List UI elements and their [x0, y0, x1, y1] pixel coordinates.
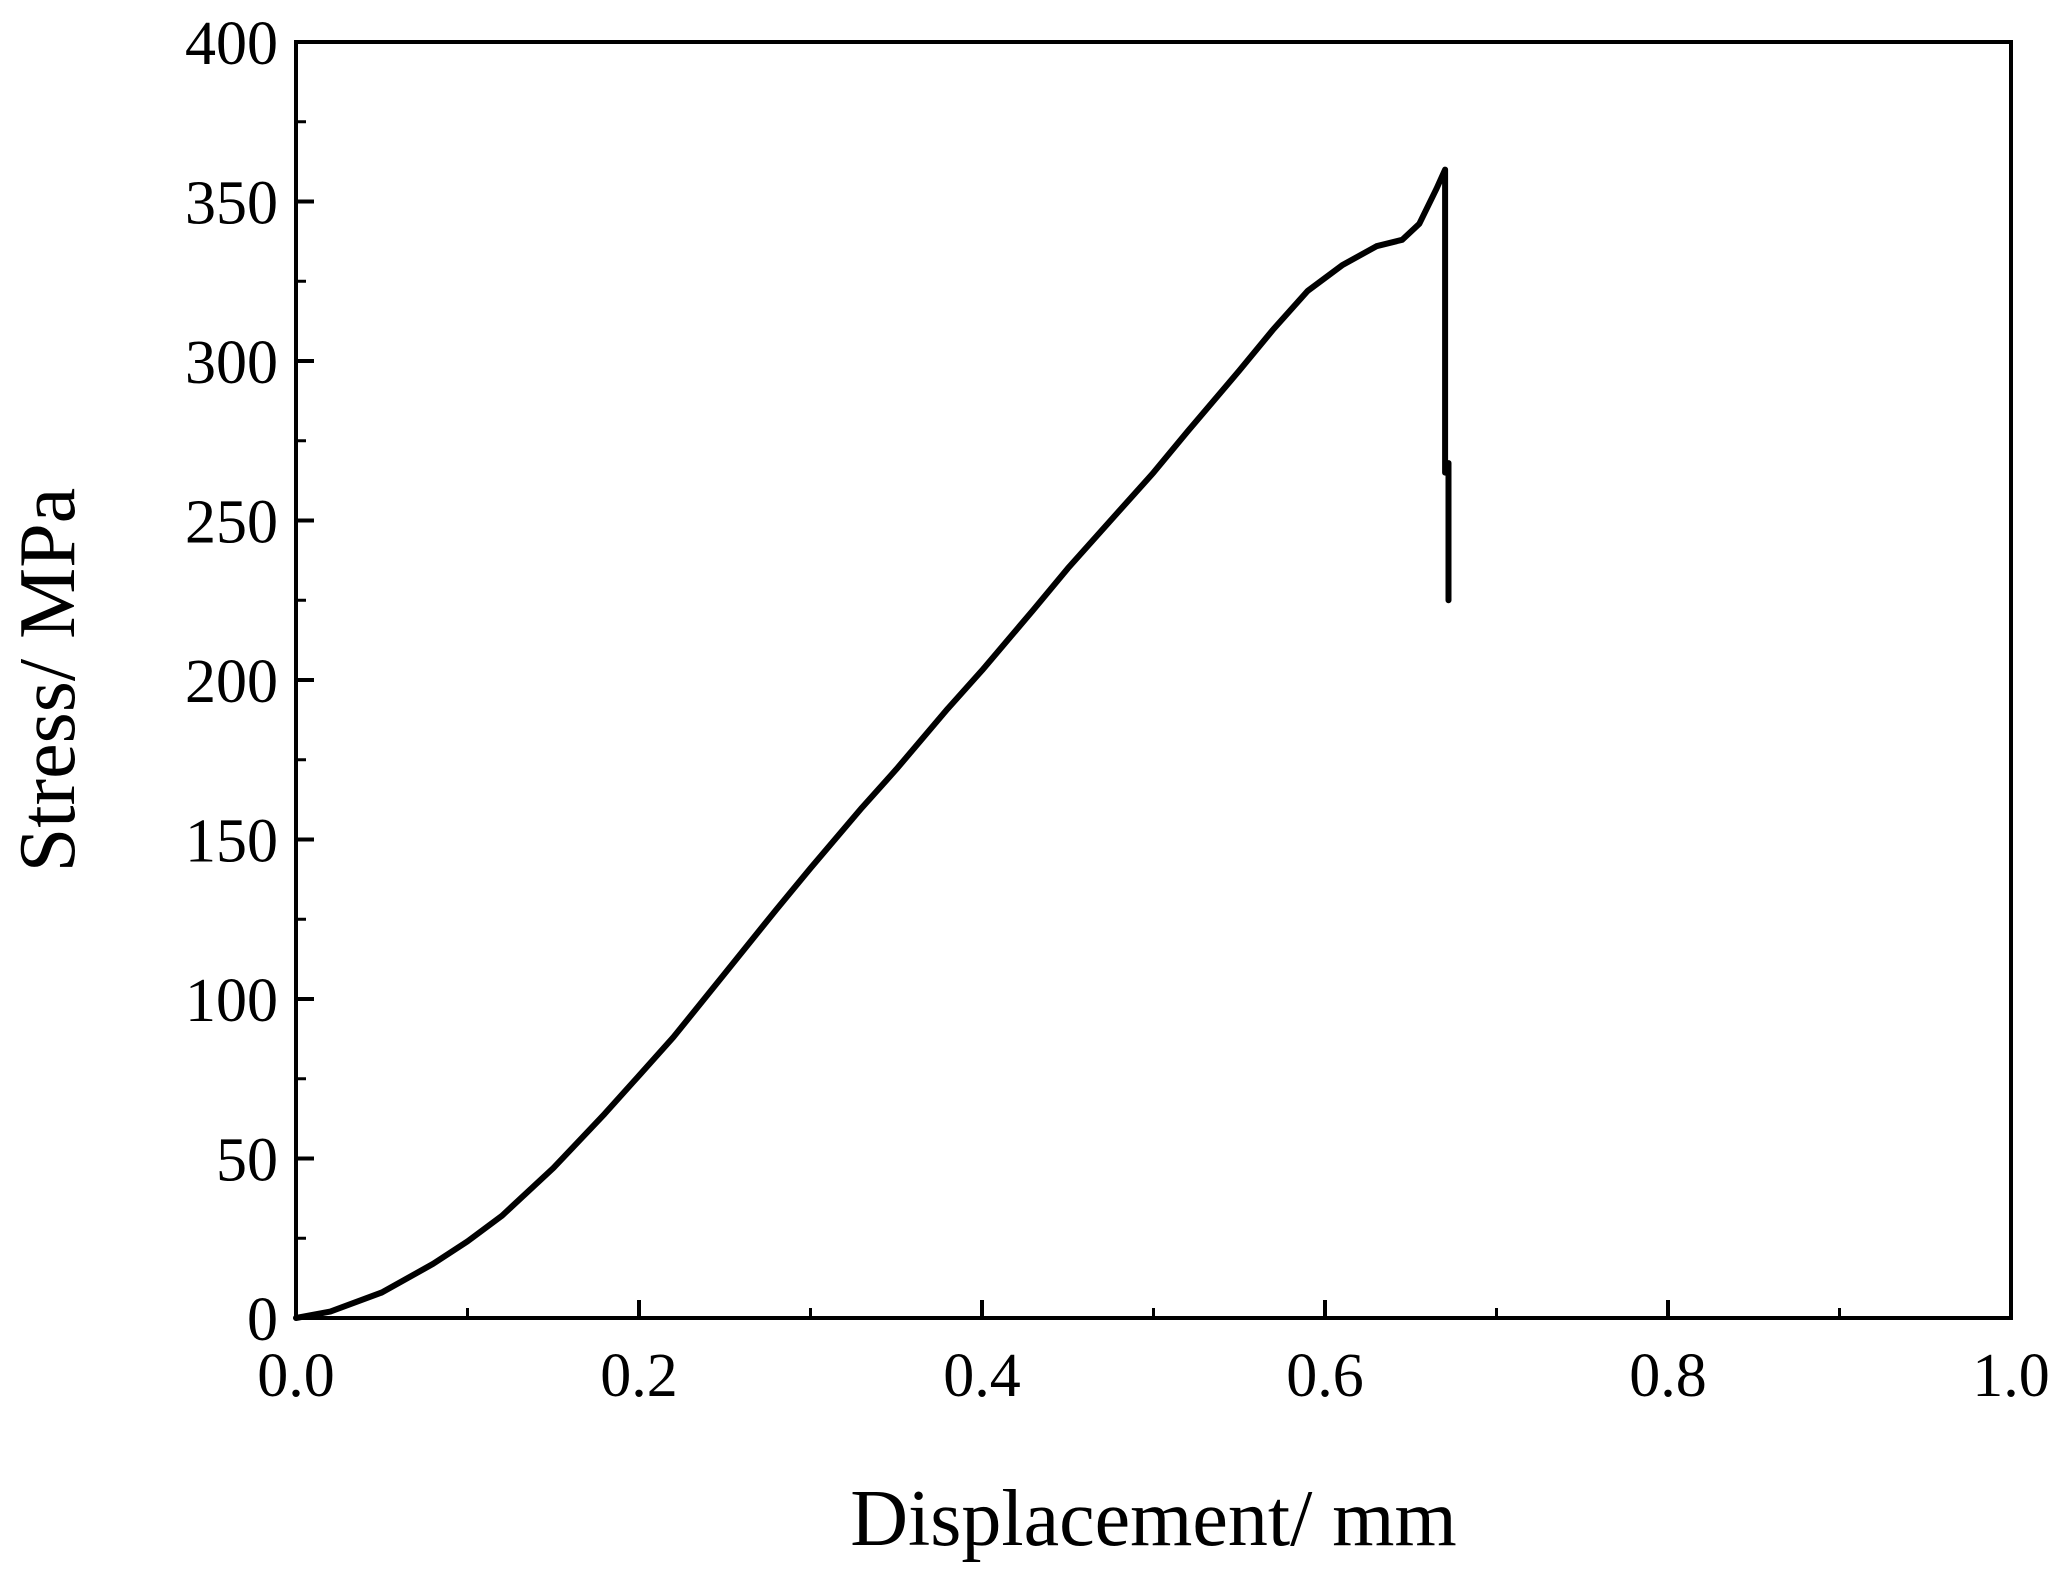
- x-tick-label: 0.8: [1629, 1342, 1707, 1410]
- y-tick-label: 200: [185, 648, 278, 716]
- major-ticks: [294, 40, 2013, 1320]
- x-tick-label: 0.2: [600, 1342, 678, 1410]
- x-tick-label: 0.0: [257, 1342, 335, 1410]
- minor-ticks: [296, 120, 1841, 1318]
- x-tick-label: 0.4: [943, 1342, 1021, 1410]
- plot-frame: [294, 40, 2013, 1320]
- y-tick-labels: 0 50 100 150 200 250 300 350 400: [185, 10, 278, 1354]
- x-tick-label: 1.0: [1972, 1342, 2050, 1410]
- y-axis-title: Stress/ MPa: [4, 488, 92, 873]
- y-tick-label: 400: [185, 10, 278, 78]
- stress-curve-line: [293, 166, 1452, 1321]
- y-tick-label: 300: [185, 329, 278, 397]
- y-tick-label: 100: [185, 967, 278, 1035]
- y-tick-label: 0: [247, 1286, 278, 1354]
- y-tick-label: 350: [185, 170, 278, 238]
- y-tick-label: 150: [185, 808, 278, 876]
- x-axis-title: Displacement/ mm: [850, 1475, 1457, 1563]
- x-tick-label: 0.6: [1286, 1342, 1364, 1410]
- y-tick-label: 250: [185, 489, 278, 557]
- x-tick-labels: 0.0 0.2 0.4 0.6 0.8 1.0: [257, 1342, 2050, 1410]
- y-tick-label: 50: [216, 1127, 278, 1195]
